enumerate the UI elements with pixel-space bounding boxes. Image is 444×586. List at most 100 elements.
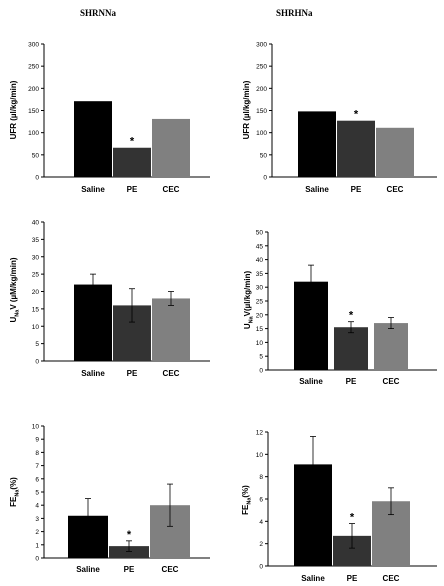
bar-cec [374, 323, 408, 370]
category-label-pe: PE [346, 377, 357, 386]
category-label-pe: PE [351, 185, 362, 194]
y-tick-label: 4 [35, 503, 39, 510]
y-axis-label-subscript: Na [15, 489, 21, 497]
bar-cec [376, 127, 414, 177]
y-tick-label: 20 [256, 312, 264, 319]
y-axis-label-main: U [9, 316, 18, 322]
y-tick-label: 300 [256, 42, 267, 49]
bar-saline [74, 284, 112, 361]
y-tick-label: 50 [260, 152, 268, 159]
chart-panel-shrnna-ufr: 0 50 100 150 200 250 300 UFR (µl/kg/min) Saline *… [9, 42, 210, 194]
y-tick-label: 5 [35, 341, 39, 348]
y-tick-label: 200 [256, 86, 267, 93]
y-axis-label-subscript: Na [247, 497, 253, 505]
y-tick-label: 6 [35, 476, 39, 483]
y-tick-label: 0 [35, 359, 39, 366]
y-axis-label: UFR (µl/kg/min) [9, 80, 18, 139]
bar-saline [74, 101, 112, 177]
chart-panel-shrhna-unav: 0 5 10 15 20 25 30 35 40 45 50 UNaV(µl/kg/min) Salin… [243, 230, 437, 386]
y-tick-label: 6 [259, 497, 263, 504]
category-label-cec: CEC [163, 369, 180, 378]
category-label-pe: PE [127, 185, 138, 194]
category-label-cec: CEC [162, 565, 179, 574]
y-axis-label-rest: V(µl/kg/min) [243, 271, 252, 317]
y-tick-label: 8 [35, 450, 39, 457]
y-tick-label: 30 [32, 254, 40, 261]
bar-saline [298, 111, 336, 177]
y-axis-label-rest: (%) [9, 477, 18, 490]
y-tick-label: 300 [28, 42, 39, 49]
category-label-saline: Saline [305, 185, 329, 194]
y-axis-label-rest: V (µM/kg/min) [9, 257, 18, 310]
category-label-pe: PE [124, 565, 135, 574]
y-tick-label: 2 [259, 541, 263, 548]
y-tick-label: 20 [32, 289, 40, 296]
category-label-cec: CEC [383, 377, 400, 386]
y-tick-label: 12 [256, 430, 264, 437]
category-label-pe: PE [347, 574, 358, 583]
significance-marker: * [354, 109, 359, 121]
y-tick-label: 5 [35, 490, 39, 497]
y-tick-label: 35 [256, 271, 264, 278]
bar-cec [152, 298, 190, 361]
bar-cec [152, 118, 190, 177]
y-tick-label: 50 [256, 230, 264, 237]
y-tick-label: 10 [256, 452, 264, 459]
y-tick-label: 2 [35, 529, 39, 536]
y-tick-label: 100 [28, 130, 39, 137]
y-tick-label: 10 [256, 340, 264, 347]
y-tick-label: 150 [28, 108, 39, 115]
bar-pe [113, 147, 151, 177]
y-tick-label: 4 [259, 519, 263, 526]
y-tick-label: 3 [35, 516, 39, 523]
bar-pe [337, 120, 375, 177]
y-axis-label-subscript: Na [15, 309, 21, 317]
y-tick-label: 150 [256, 108, 267, 115]
y-axis-label-rest: (%) [241, 485, 250, 498]
y-tick-label: 7 [35, 463, 39, 470]
y-tick-label: 25 [32, 272, 40, 279]
y-axis-label: UFR (µl/kg/min) [242, 80, 251, 139]
y-tick-label: 10 [32, 324, 40, 331]
category-label-saline: Saline [301, 574, 325, 583]
y-axis-label-subscript: Na [249, 315, 255, 323]
y-tick-label: 100 [256, 130, 267, 137]
y-tick-label: 50 [32, 152, 40, 159]
significance-marker: * [349, 310, 354, 322]
bar-pe [109, 546, 149, 558]
significance-marker: * [350, 512, 355, 524]
y-tick-label: 250 [256, 64, 267, 71]
y-tick-label: 15 [256, 326, 264, 333]
header-shrnna: SHRNNa [80, 8, 117, 18]
significance-marker: * [127, 529, 132, 541]
category-label-saline: Saline [299, 377, 323, 386]
chart-panel-shrhna-ufr: 0 50 100 150 200 250 300 UFR (µl/kg/min) Saline *… [242, 42, 437, 194]
y-tick-label: 45 [256, 243, 264, 250]
y-tick-label: 40 [32, 220, 40, 227]
category-label-saline: Saline [81, 185, 105, 194]
y-tick-label: 30 [256, 285, 264, 292]
chart-panel-shrhna-fena: 0 2 4 6 8 10 12 FENa(%) Saline * PE CEC [241, 430, 437, 583]
y-axis-label-main: FE [9, 496, 18, 507]
chart-panel-shrnna-unav: 0 5 10 15 20 25 30 35 40 UNaV (µM/kg/min) Saline PE… [9, 220, 210, 378]
y-tick-label: 9 [35, 437, 39, 444]
y-axis-label: UNaV(µl/kg/min) [243, 271, 255, 330]
y-axis-label: UNaV (µM/kg/min) [9, 257, 21, 322]
y-axis-label-main: FE [241, 504, 250, 515]
category-label-cec: CEC [163, 185, 180, 194]
y-tick-label: 25 [256, 299, 264, 306]
category-label-saline: Saline [76, 565, 100, 574]
y-tick-label: 0 [259, 564, 263, 571]
y-tick-label: 15 [32, 306, 40, 313]
category-label-saline: Saline [81, 369, 105, 378]
y-tick-label: 250 [28, 64, 39, 71]
category-label-cec: CEC [383, 574, 400, 583]
y-axis-label: FENa(%) [9, 477, 21, 507]
y-tick-label: 10 [32, 424, 40, 431]
y-axis-label-main: U [243, 323, 252, 329]
y-tick-label: 1 [35, 542, 39, 549]
y-tick-label: 200 [28, 86, 39, 93]
y-axis-label: FENa(%) [241, 485, 253, 515]
y-tick-label: 0 [35, 556, 39, 563]
